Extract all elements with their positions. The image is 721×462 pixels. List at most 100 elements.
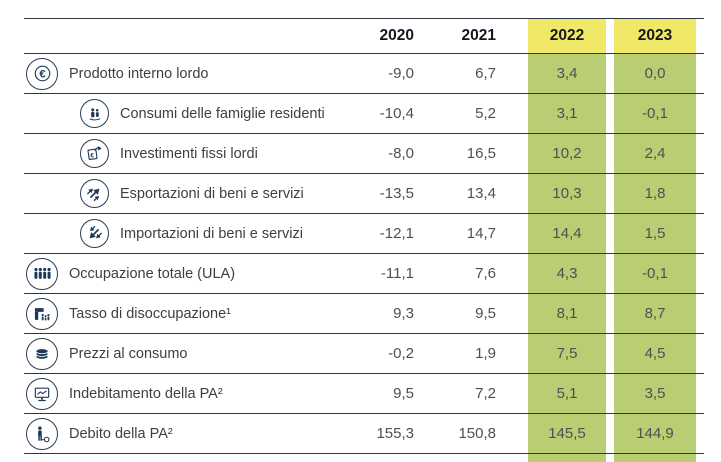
- row-label: Debito della PA²: [69, 425, 173, 442]
- spacer: [606, 374, 614, 413]
- debt-ball-chain-icon: [26, 417, 58, 450]
- value-2020: 155,3: [376, 425, 414, 442]
- value-2022: 7,5: [528, 334, 606, 373]
- spacer: [496, 334, 528, 373]
- spacer: [696, 54, 704, 93]
- spacer: [496, 414, 528, 453]
- spacer: [496, 94, 528, 133]
- row-label-cell: Esportazioni di beni e servizi: [24, 174, 332, 213]
- row-label: Prodotto interno lordo: [69, 65, 209, 82]
- row-label-cell: € Prodotto interno lordo: [24, 54, 332, 93]
- spacer: [496, 134, 528, 173]
- value-2020: -0,2: [388, 345, 414, 362]
- spacer: [696, 414, 704, 453]
- spacer: [606, 254, 614, 293]
- value-2022: 14,4: [528, 214, 606, 253]
- table-row: Debito della PA² 155,3 150,8 145,5 144,9: [24, 413, 704, 453]
- value-2022: 145,5: [528, 414, 606, 453]
- row-label-cell: Debito della PA²: [24, 414, 332, 453]
- value-2023: 144,9: [614, 414, 696, 453]
- row-label-cell: Consumi delle famiglie residenti: [24, 94, 332, 133]
- coins-stack-icon: [26, 337, 58, 370]
- value-2023: -0,1: [614, 94, 696, 133]
- spacer: [496, 294, 528, 333]
- spacer: [606, 294, 614, 333]
- economic-indicators-table: 2020 2021 2022 2023 € Prodotto interno l…: [24, 18, 704, 462]
- investment-icon: €: [80, 139, 109, 168]
- value-2023: 1,8: [614, 174, 696, 213]
- spacer: [696, 214, 704, 253]
- spacer: [696, 174, 704, 213]
- value-2020: -12,1: [379, 225, 414, 242]
- value-2021: 7,2: [475, 385, 496, 402]
- column-header-2020: 2020: [379, 27, 414, 44]
- table-row: Indebitamento della PA² 9,5 7,2 5,1 3,5: [24, 373, 704, 413]
- value-2021: 14,7: [466, 225, 496, 242]
- value-2020: -13,5: [379, 185, 414, 202]
- row-label: Occupazione totale (ULA): [69, 265, 236, 282]
- monitor-chart-icon: [26, 377, 58, 410]
- value-2021: 9,5: [475, 305, 496, 322]
- table-row: Esportazioni di beni e servizi -13,5 13,…: [24, 173, 704, 213]
- value-2023: 8,7: [614, 294, 696, 333]
- svg-text:€: €: [90, 152, 94, 159]
- spacer: [496, 254, 528, 293]
- value-2022: 8,1: [528, 294, 606, 333]
- value-2020: -8,0: [388, 145, 414, 162]
- row-label: Importazioni di beni e servizi: [120, 225, 303, 242]
- value-2022: 4,3: [528, 254, 606, 293]
- family-icon: [80, 99, 109, 128]
- value-2020: 9,3: [393, 305, 414, 322]
- spacer: [696, 374, 704, 413]
- value-2021: 6,7: [475, 65, 496, 82]
- row-label-cell: Indebitamento della PA²: [24, 374, 332, 413]
- value-2020: 9,5: [393, 385, 414, 402]
- table-row: Tasso di disoccupazione¹ 9,3 9,5 8,1 8,7: [24, 293, 704, 333]
- column-header-2022: 2022: [528, 19, 606, 53]
- spacer: [606, 134, 614, 173]
- row-label: Indebitamento della PA²: [69, 385, 223, 402]
- row-label: Esportazioni di beni e servizi: [120, 185, 304, 202]
- import-arrows-icon: [80, 219, 109, 248]
- green-column-overhang: [528, 454, 606, 462]
- value-2023: 3,5: [614, 374, 696, 413]
- value-2021: 7,6: [475, 265, 496, 282]
- spacer: [696, 94, 704, 133]
- row-label: Prezzi al consumo: [69, 345, 188, 362]
- spacer: [496, 19, 528, 53]
- green-column-overhang: [614, 454, 696, 462]
- svg-text:€: €: [39, 69, 46, 81]
- value-2023: -0,1: [614, 254, 696, 293]
- spacer: [496, 214, 528, 253]
- value-2020: -9,0: [388, 65, 414, 82]
- spacer: [606, 174, 614, 213]
- column-header-2023: 2023: [614, 19, 696, 53]
- value-2021: 16,5: [466, 145, 496, 162]
- value-2021: 5,2: [475, 105, 496, 122]
- row-label-cell: € Investimenti fissi lordi: [24, 134, 332, 173]
- row-label-cell: Prezzi al consumo: [24, 334, 332, 373]
- euro-coin-icon: €: [26, 57, 58, 90]
- workers-icon: [26, 257, 58, 290]
- table-header-row: 2020 2021 2022 2023: [24, 18, 704, 53]
- value-2022: 10,3: [528, 174, 606, 213]
- spacer: [606, 19, 614, 53]
- unemployment-icon: [26, 297, 58, 330]
- spacer: [696, 134, 704, 173]
- row-label-cell: Importazioni di beni e servizi: [24, 214, 332, 253]
- value-2022: 3,1: [528, 94, 606, 133]
- value-2023: 2,4: [614, 134, 696, 173]
- spacer: [606, 414, 614, 453]
- value-2023: 1,5: [614, 214, 696, 253]
- spacer: [606, 334, 614, 373]
- column-header-2021: 2021: [461, 27, 496, 44]
- row-label: Tasso di disoccupazione¹: [69, 305, 232, 322]
- row-label-cell: Occupazione totale (ULA): [24, 254, 332, 293]
- table-row: Occupazione totale (ULA) -11,1 7,6 4,3 -…: [24, 253, 704, 293]
- table-row: € Investimenti fissi lordi -8,0 16,5 10,…: [24, 133, 704, 173]
- value-2022: 10,2: [528, 134, 606, 173]
- table-row: Importazioni di beni e servizi -12,1 14,…: [24, 213, 704, 253]
- spacer: [696, 294, 704, 333]
- header-empty-cell: [24, 19, 332, 53]
- value-2020: -10,4: [379, 105, 414, 122]
